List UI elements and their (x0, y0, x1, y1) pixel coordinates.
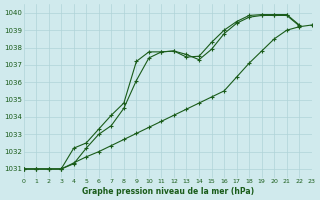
X-axis label: Graphe pression niveau de la mer (hPa): Graphe pression niveau de la mer (hPa) (82, 187, 254, 196)
